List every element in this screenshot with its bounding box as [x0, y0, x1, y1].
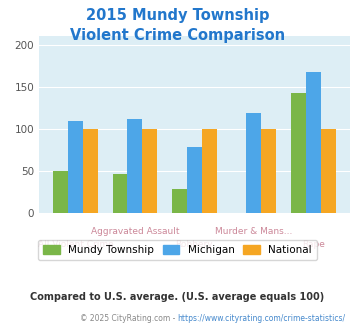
- Bar: [53, 171, 68, 213]
- Text: Compared to U.S. average. (U.S. average equals 100): Compared to U.S. average. (U.S. average …: [31, 292, 324, 302]
- Bar: [127, 119, 142, 213]
- Bar: [261, 129, 276, 213]
- Text: Robbery: Robbery: [176, 240, 213, 249]
- Text: Aggravated Assault: Aggravated Assault: [91, 227, 179, 236]
- Text: Murder & Mans...: Murder & Mans...: [215, 227, 293, 236]
- Text: 2015 Mundy Township: 2015 Mundy Township: [86, 8, 269, 23]
- Text: © 2025 CityRating.com -: © 2025 CityRating.com -: [80, 314, 178, 323]
- Bar: [142, 129, 157, 213]
- Bar: [68, 121, 83, 213]
- Bar: [113, 174, 127, 213]
- Text: https://www.cityrating.com/crime-statistics/: https://www.cityrating.com/crime-statist…: [178, 314, 346, 323]
- Bar: [187, 147, 202, 213]
- Bar: [246, 113, 261, 213]
- Text: Rape: Rape: [302, 240, 325, 249]
- Bar: [202, 129, 217, 213]
- Text: Violent Crime Comparison: Violent Crime Comparison: [70, 28, 285, 43]
- Legend: Mundy Township, Michigan, National: Mundy Township, Michigan, National: [38, 240, 317, 260]
- Bar: [321, 129, 335, 213]
- Bar: [291, 93, 306, 213]
- Bar: [83, 129, 98, 213]
- Text: All Violent Crime: All Violent Crime: [38, 240, 113, 249]
- Bar: [306, 72, 321, 213]
- Bar: [172, 189, 187, 213]
